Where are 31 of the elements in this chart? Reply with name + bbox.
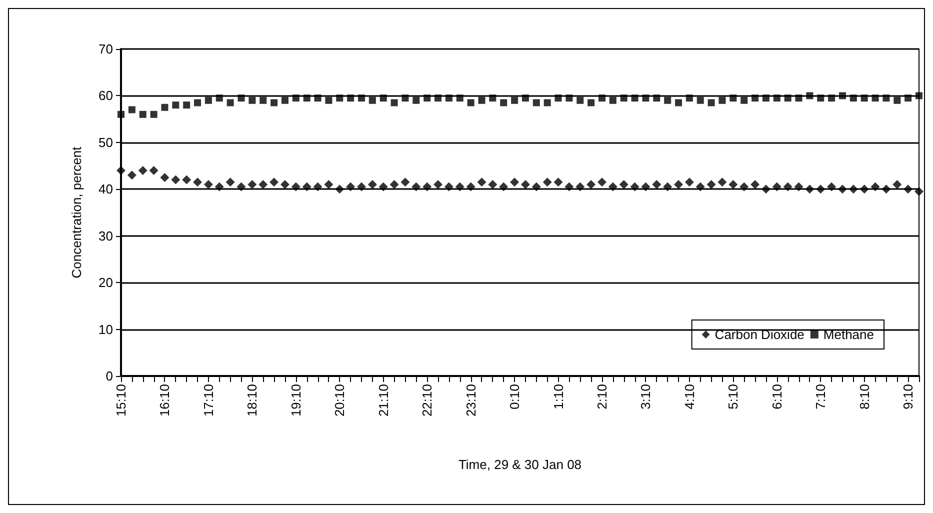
x-tick-label: 9:10 — [900, 384, 916, 410]
x-axis-title: Time, 29 & 30 Jan 08 — [458, 457, 582, 472]
y-tick-label: 30 — [98, 228, 113, 244]
y-tick-label: 60 — [98, 88, 113, 104]
x-tick-label: 5:10 — [726, 384, 741, 410]
x-tick-label: 4:10 — [682, 384, 697, 410]
x-tick-label: 16:10 — [157, 384, 172, 417]
x-tick-label: 7:10 — [813, 384, 828, 410]
x-tick-label: 18:10 — [244, 384, 260, 417]
x-tick-label: 6:10 — [769, 384, 784, 410]
y-tick-label: 10 — [98, 322, 113, 337]
x-tick-label: 3:10 — [638, 384, 654, 410]
y-tick-label: 50 — [98, 134, 113, 150]
x-tick-label: 22:10 — [420, 384, 435, 417]
x-tick-label: 0:10 — [507, 384, 522, 410]
x-tick-label: 1:10 — [550, 384, 566, 410]
legend-label: Methane — [823, 327, 874, 342]
y-tick-label: 40 — [98, 182, 113, 197]
x-tick-label: 19:10 — [288, 384, 304, 417]
y-tick-label: 0 — [106, 368, 113, 384]
x-tick-label: 23:10 — [463, 384, 478, 417]
x-tick-label: 20:10 — [332, 384, 348, 417]
y-axis-title: Concentration, percent — [69, 146, 84, 278]
x-tick-label: 17:10 — [200, 384, 216, 417]
y-tick-label: 20 — [98, 275, 113, 290]
x-tick-label: 8:10 — [856, 384, 872, 410]
y-tick-label: 70 — [98, 42, 113, 56]
x-tick-label: 15:10 — [114, 384, 128, 417]
x-tick-label: 21:10 — [376, 384, 391, 417]
legend-label: Carbon Dioxide — [714, 327, 804, 342]
x-tick-label: 2:10 — [594, 384, 610, 410]
